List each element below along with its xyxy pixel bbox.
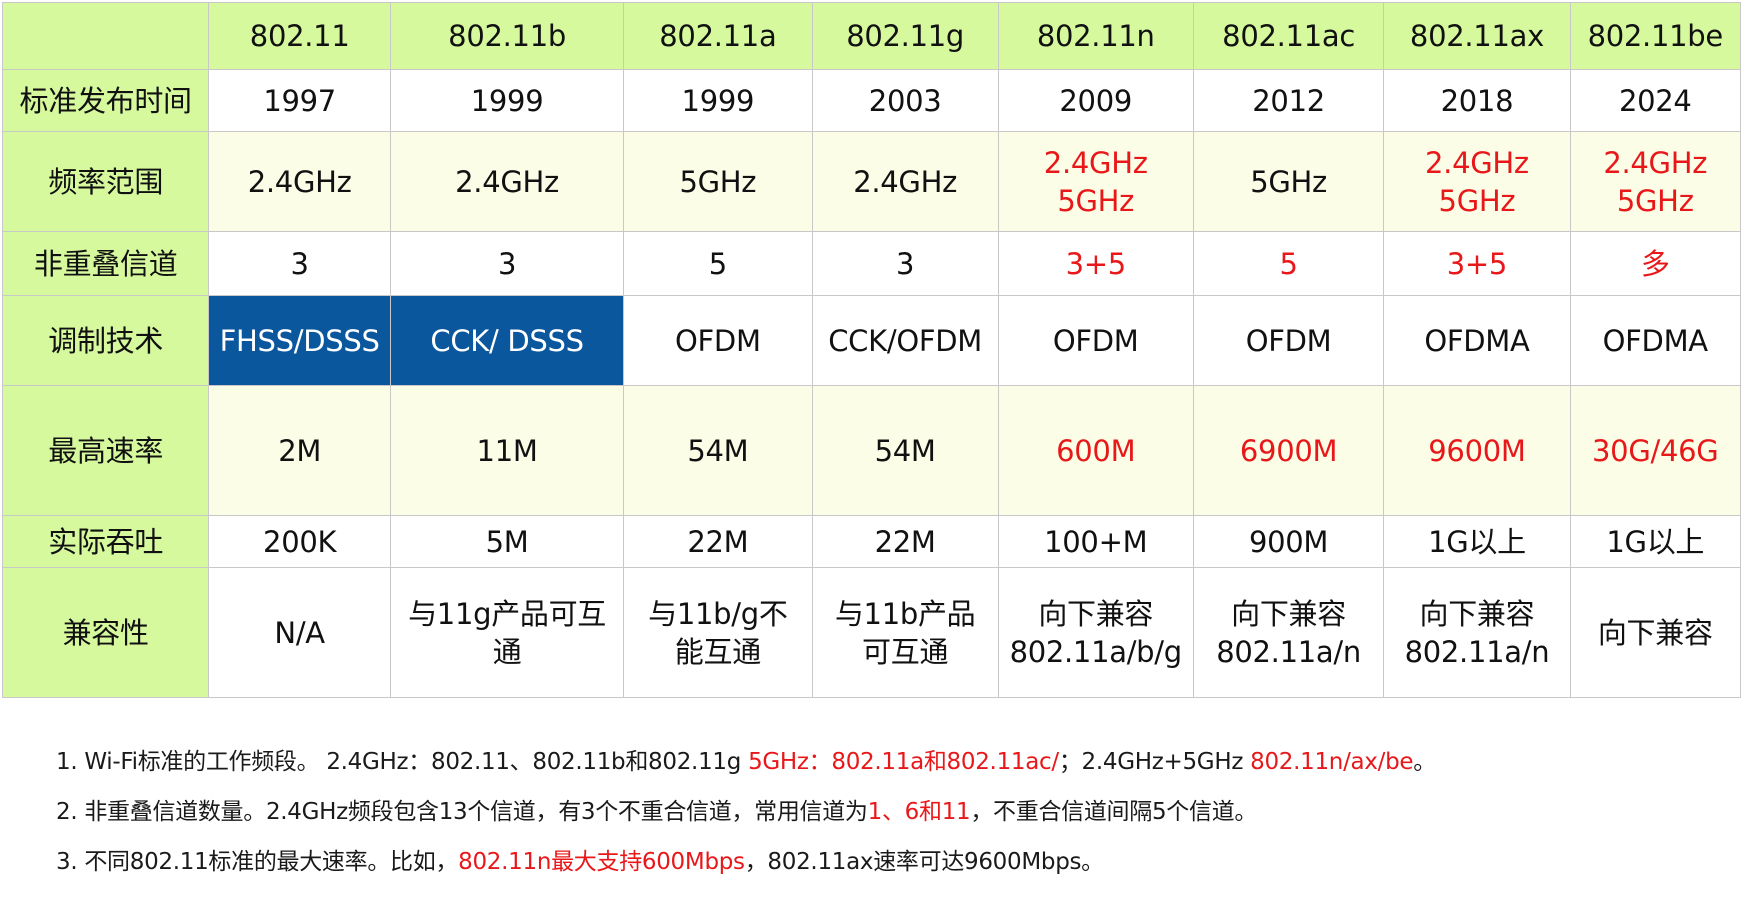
table-cell: 54M [623, 385, 813, 516]
note-text: ，不重合信道间隔5个信道。 [970, 799, 1258, 825]
header-corner [1, 2, 210, 70]
header-802-11be: 802.11be [1569, 2, 1741, 70]
table-cell: CCK/ DSSS [389, 295, 625, 386]
row-compatibility: 兼容性 N/A 与11g产品可互 通 与11b/g不 能互通 与11b产品 可互… [1, 567, 1741, 698]
table-cell: 3 [389, 231, 625, 296]
note-text: 2. 非重叠信道数量。2.4GHz频段包含13个信道，有3个不重合信道，常用信道… [56, 799, 868, 825]
table-cell: 2.4GHz [811, 131, 999, 232]
table-cell: 22M [811, 515, 999, 568]
table-cell: N/A [208, 567, 391, 698]
table-cell: 1999 [389, 69, 625, 132]
table-cell: 3 [208, 231, 391, 296]
note-highlight: 5GHz：802.11a和802.11ac/ [748, 749, 1059, 775]
note-highlight: 1、6和11 [867, 799, 971, 825]
table-cell: 2.4GHz 5GHz [1383, 131, 1571, 232]
row-non-overlapping-channels: 非重叠信道 3 3 5 3 3+5 5 3+5 多 [1, 231, 1741, 296]
table-cell: 与11g产品可互 通 [389, 567, 625, 698]
header-802-11ax: 802.11ax [1383, 2, 1571, 70]
table-cell: 1997 [208, 69, 391, 132]
table-cell: 30G/46G [1569, 385, 1741, 516]
row-label: 标准发布时间 [1, 69, 210, 132]
notes-list: 1. Wi-Fi标准的工作频段。 2.4GHz：802.11、802.11b和8… [56, 742, 1436, 892]
row-frequency-range: 频率范围 2.4GHz 2.4GHz 5GHz 2.4GHz 2.4GHz 5G… [1, 131, 1741, 232]
table-cell: 11M [389, 385, 625, 516]
table-cell: 向下兼容 802.11a/n [1192, 567, 1385, 698]
row-label: 调制技术 [1, 295, 210, 386]
table-cell: OFDMA [1569, 295, 1741, 386]
table-cell: 200K [208, 515, 391, 568]
table-cell: 2M [208, 385, 391, 516]
table-cell: 2024 [1569, 69, 1741, 132]
wifi-standards-table: 802.11 802.11b 802.11a 802.11g 802.11n 8… [1, 2, 1741, 698]
table-cell: 9600M [1383, 385, 1571, 516]
row-modulation: 调制技术 FHSS/DSSS CCK/ DSSS OFDM CCK/OFDM O… [1, 295, 1741, 386]
table-cell: 5 [623, 231, 813, 296]
note-text: ；2.4GHz+5GHz [1058, 749, 1251, 775]
table-cell: 2.4GHz [208, 131, 391, 232]
table-cell: 2018 [1383, 69, 1571, 132]
table-cell: CCK/OFDM [811, 295, 999, 386]
header-802-11g: 802.11g [811, 2, 999, 70]
table-cell: 3 [811, 231, 999, 296]
table-cell: 2.4GHz [389, 131, 625, 232]
table-cell: 100+M [997, 515, 1194, 568]
table-cell: 向下兼容 [1569, 567, 1741, 698]
header-802-11: 802.11 [208, 2, 391, 70]
table-cell: OFDM [623, 295, 813, 386]
header-802-11ac: 802.11ac [1192, 2, 1385, 70]
table-cell: 1G以上 [1569, 515, 1741, 568]
table-cell: OFDM [1192, 295, 1385, 386]
table-cell: 900M [1192, 515, 1385, 568]
table-cell: 5GHz [1192, 131, 1385, 232]
header-802-11b: 802.11b [389, 2, 625, 70]
table-cell: OFDMA [1383, 295, 1571, 386]
table-cell: 2003 [811, 69, 999, 132]
table-cell: 1999 [623, 69, 813, 132]
table-cell: 5M [389, 515, 625, 568]
table-cell: 向下兼容 802.11a/n [1383, 567, 1571, 698]
table-cell: 22M [623, 515, 813, 568]
header-row: 802.11 802.11b 802.11a 802.11g 802.11n 8… [1, 2, 1741, 70]
note-text: 1. Wi-Fi标准的工作频段。 2.4GHz：802.11、802.11b和8… [56, 749, 749, 775]
table-cell: FHSS/DSSS [208, 295, 391, 386]
table-cell: 多 [1569, 231, 1741, 296]
table-cell: 3+5 [997, 231, 1194, 296]
note-highlight: 802.11n最大支持600Mbps [458, 849, 745, 875]
note-non-overlapping-channels: 2. 非重叠信道数量。2.4GHz频段包含13个信道，有3个不重合信道，常用信道… [56, 792, 1436, 842]
row-release-year: 标准发布时间 1997 1999 1999 2003 2009 2012 201… [1, 69, 1741, 132]
table-cell: 2012 [1192, 69, 1385, 132]
table-cell: 5 [1192, 231, 1385, 296]
note-max-rate: 3. 不同802.11标准的最大速率。比如，802.11n最大支持600Mbps… [56, 842, 1436, 892]
table-cell: 2009 [997, 69, 1194, 132]
row-max-rate: 最高速率 2M 11M 54M 54M 600M 6900M 9600M 30G… [1, 385, 1741, 516]
table-cell: 2.4GHz 5GHz [1569, 131, 1741, 232]
row-label: 频率范围 [1, 131, 210, 232]
table-cell: 与11b产品 可互通 [811, 567, 999, 698]
row-label: 实际吞吐 [1, 515, 210, 568]
row-label: 兼容性 [1, 567, 210, 698]
table-cell: 2.4GHz 5GHz [997, 131, 1194, 232]
table-cell: OFDM [997, 295, 1194, 386]
row-label: 最高速率 [1, 385, 210, 516]
header-802-11a: 802.11a [623, 2, 813, 70]
row-label: 非重叠信道 [1, 231, 210, 296]
note-text: 。 [1413, 749, 1436, 775]
note-text: 3. 不同802.11标准的最大速率。比如， [56, 849, 459, 875]
table-cell: 5GHz [623, 131, 813, 232]
table-cell: 与11b/g不 能互通 [623, 567, 813, 698]
table-cell: 1G以上 [1383, 515, 1571, 568]
note-frequency-bands: 1. Wi-Fi标准的工作频段。 2.4GHz：802.11、802.11b和8… [56, 742, 1436, 792]
table-cell: 54M [811, 385, 999, 516]
table-cell: 600M [997, 385, 1194, 516]
row-actual-throughput: 实际吞吐 200K 5M 22M 22M 100+M 900M 1G以上 1G以… [1, 515, 1741, 568]
table-cell: 向下兼容 802.11a/b/g [997, 567, 1194, 698]
header-802-11n: 802.11n [997, 2, 1194, 70]
note-text: ，802.11ax速率可达9600Mbps。 [744, 849, 1104, 875]
table-cell: 6900M [1192, 385, 1385, 516]
note-highlight: 802.11n/ax/be [1250, 749, 1414, 775]
table-cell: 3+5 [1383, 231, 1571, 296]
